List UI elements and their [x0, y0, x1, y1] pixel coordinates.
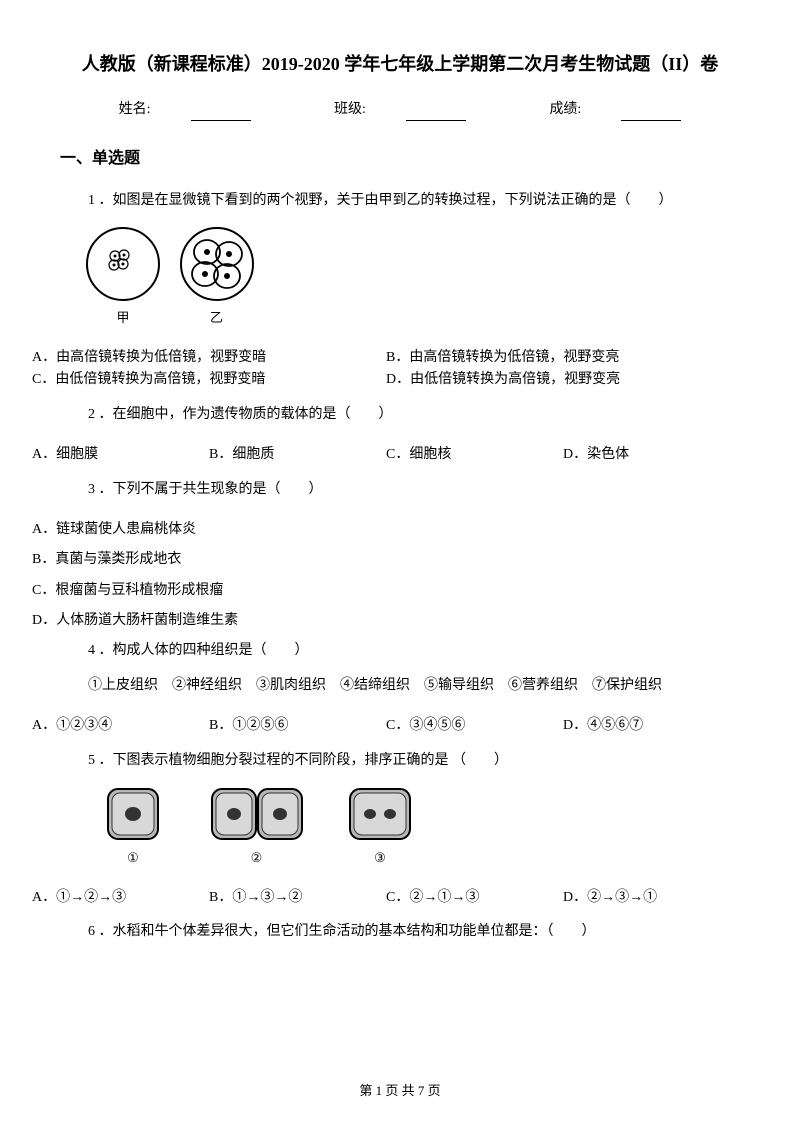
stage-1-label: ①	[78, 848, 188, 869]
stage-2-label: ②	[202, 848, 312, 869]
question-2-options: A．细胞膜 B．细胞质 C．细胞核 D．染色体	[32, 444, 740, 466]
q2-option-b: B．细胞质	[209, 444, 386, 466]
figure-b-label: 乙	[172, 308, 262, 329]
question-2-text: 2 ．在细胞中，作为遗传物质的载体的是（ ）	[88, 404, 740, 426]
microscope-view-b-icon	[177, 224, 257, 304]
question-6-text: 6 ．水稻和牛个体差异很大，但它们生命活动的基本结构和功能单位都是：（ ）	[88, 921, 740, 943]
q1-option-d: D．由低倍镜转换为高倍镜，视野变亮	[386, 369, 740, 391]
question-1-text: 1 ．如图是在显微镜下看到的两个视野，关于由甲到乙的转换过程，下列说法正确的是（…	[88, 190, 740, 212]
stage-3-label: ③	[325, 848, 435, 869]
page-title: 人教版（新课程标准）2019-2020 学年七年级上学期第二次月考生物试题（II…	[60, 50, 740, 79]
name-label: 姓名:	[99, 102, 271, 117]
q4-option-b: B．①②⑤⑥	[209, 715, 386, 737]
q4-option-d: D．④⑤⑥⑦	[563, 715, 740, 737]
score-label: 成绩:	[529, 102, 701, 117]
question-5-text: 5 ．下图表示植物细胞分裂过程的不同阶段，排序正确的是 （ ）	[88, 750, 740, 772]
question-3: 3 ．下列不属于共生现象的是（ ）	[60, 479, 740, 501]
q1-option-a: A．由高倍镜转换为低倍镜，视野变暗	[32, 347, 386, 369]
page-footer: 第 1 页 共 7 页	[0, 1081, 800, 1102]
q2-option-a: A．细胞膜	[32, 444, 209, 466]
q1-option-b: B．由高倍镜转换为低倍镜，视野变亮	[386, 347, 740, 369]
question-1-figure: 甲 乙	[78, 224, 740, 329]
question-5-options: A．①→②→③ B．①→③→② C．②→①→③ D．②→③→①	[32, 887, 740, 909]
question-2: 2 ．在细胞中，作为遗传物质的载体的是（ ）	[60, 404, 740, 426]
q1-option-c: C．由低倍镜转换为高倍镜，视野变暗	[32, 369, 386, 391]
question-3-text: 3 ．下列不属于共生现象的是（ ）	[88, 479, 740, 501]
q3-option-d: D．人体肠道大肠杆菌制造维生素	[32, 610, 740, 632]
question-6: 6 ．水稻和牛个体差异很大，但它们生命活动的基本结构和功能单位都是：（ ）	[60, 921, 740, 943]
q5-option-d: D．②→③→①	[563, 887, 740, 909]
q5-option-c: C．②→①→③	[386, 887, 563, 909]
question-1-options: A．由高倍镜转换为低倍镜，视野变暗 B．由高倍镜转换为低倍镜，视野变亮 C．由低…	[32, 347, 740, 392]
q5-option-b: B．①→③→②	[209, 887, 386, 909]
question-4: 4 ．构成人体的四种组织是（ ） ①上皮组织 ②神经组织 ③肌肉组织 ④结缔组织…	[60, 640, 740, 697]
q4-option-c: C．③④⑤⑥	[386, 715, 563, 737]
cell-stage-3-icon	[340, 784, 420, 844]
q2-option-c: C．细胞核	[386, 444, 563, 466]
cell-stage-2-icon	[207, 784, 307, 844]
question-5: 5 ．下图表示植物细胞分裂过程的不同阶段，排序正确的是 （ ） ① ②	[60, 750, 740, 869]
question-3-options: A．链球菌使人患扁桃体炎 B．真菌与藻类形成地衣 C．根瘤菌与豆科植物形成根瘤 …	[32, 519, 740, 633]
q3-option-a: A．链球菌使人患扁桃体炎	[32, 519, 740, 541]
q2-option-d: D．染色体	[563, 444, 740, 466]
figure-a-label: 甲	[78, 308, 168, 329]
q3-option-c: C．根瘤菌与豆科植物形成根瘤	[32, 580, 740, 602]
q3-option-b: B．真菌与藻类形成地衣	[32, 549, 740, 571]
section-heading: 一、单选题	[60, 146, 740, 172]
microscope-view-a-icon	[83, 224, 163, 304]
question-4-options: A．①②③④ B．①②⑤⑥ C．③④⑤⑥ D．④⑤⑥⑦	[32, 715, 740, 737]
q5-option-a: A．①→②→③	[32, 887, 209, 909]
question-4-text: 4 ．构成人体的四种组织是（ ）	[88, 640, 740, 662]
question-4-sub: ①上皮组织 ②神经组织 ③肌肉组织 ④结缔组织 ⑤输导组织 ⑥营养组织 ⑦保护组…	[88, 675, 740, 697]
class-label: 班级:	[314, 102, 486, 117]
question-1: 1 ．如图是在显微镜下看到的两个视野，关于由甲到乙的转换过程，下列说法正确的是（…	[60, 190, 740, 329]
student-info-line: 姓名: 班级: 成绩:	[60, 99, 740, 121]
q4-option-a: A．①②③④	[32, 715, 209, 737]
cell-stage-1-icon	[98, 784, 168, 844]
question-5-figure: ① ② ③	[78, 784, 740, 869]
